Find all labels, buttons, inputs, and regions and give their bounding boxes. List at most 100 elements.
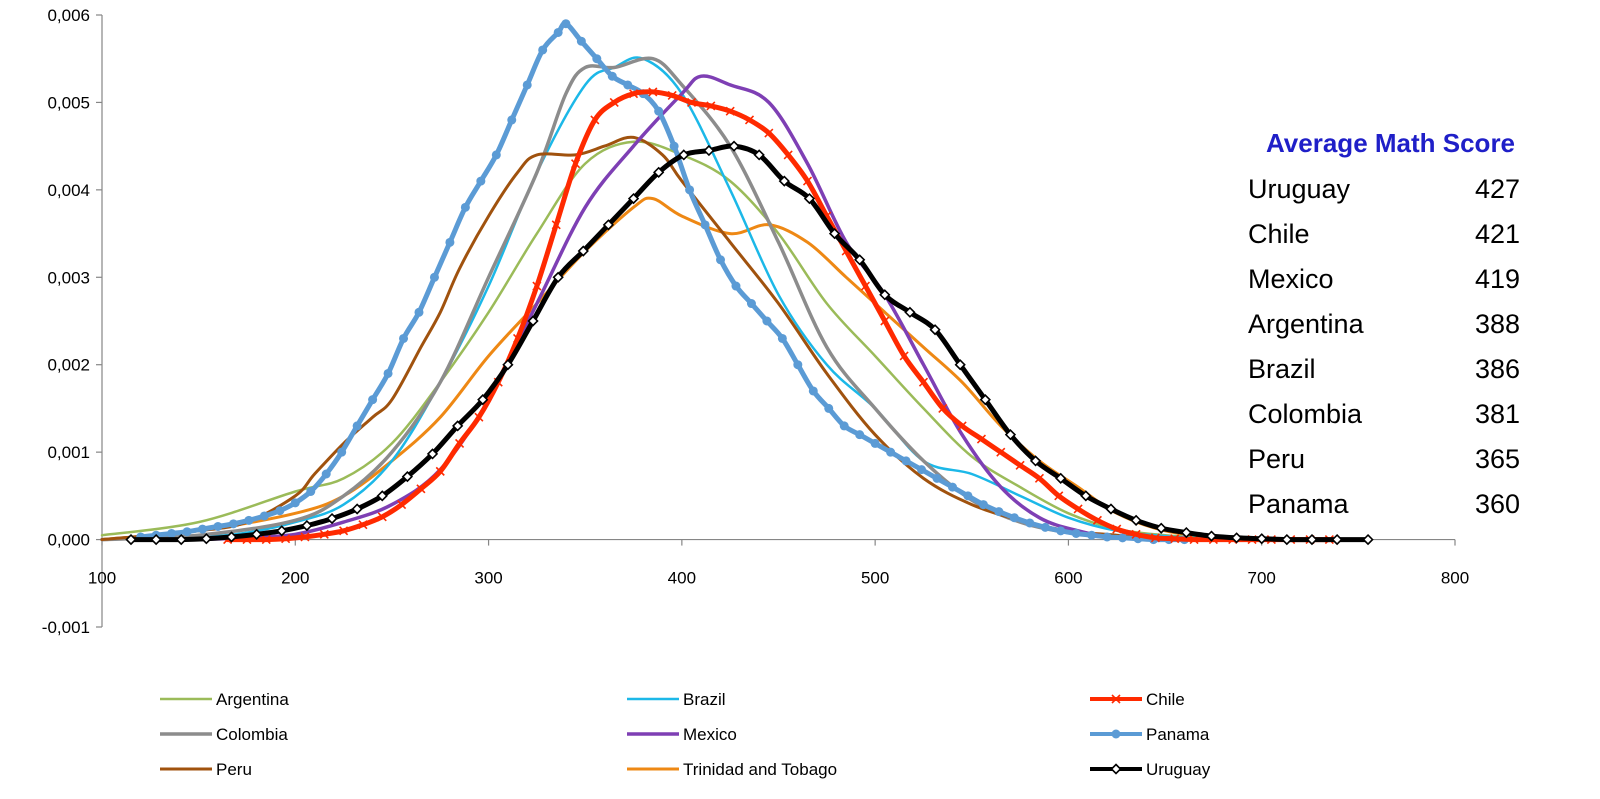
data-point <box>552 271 564 283</box>
data-point <box>397 500 407 510</box>
legend: Argentina Brazil Chile Colombia Mexico Panama… <box>160 690 1211 779</box>
data-point <box>623 80 633 90</box>
legend-item-panama: Panama <box>1090 725 1210 744</box>
score-country: Mexico <box>1248 264 1334 294</box>
data-point <box>522 80 532 90</box>
data-point <box>703 144 715 157</box>
data-point <box>901 456 911 466</box>
data-point <box>445 237 455 247</box>
legend-label: Uruguay <box>1146 760 1211 779</box>
data-point <box>306 486 316 496</box>
score-country: Argentina <box>1248 309 1364 339</box>
x-tick-label: 100 <box>88 569 116 588</box>
score-row: Uruguay 427 <box>1248 174 1520 218</box>
legend-item-argentina: Argentina <box>160 690 289 709</box>
data-point <box>290 498 300 508</box>
data-point <box>1092 515 1102 525</box>
data-point <box>592 54 602 64</box>
legend-label: Brazil <box>683 690 726 709</box>
data-point <box>783 150 793 160</box>
data-point <box>932 473 942 483</box>
data-point <box>414 307 424 317</box>
data-point <box>957 421 967 431</box>
data-point <box>870 438 880 448</box>
data-point <box>1155 522 1167 534</box>
data-point <box>1331 533 1343 546</box>
legend-item-mexico: Mexico <box>627 725 737 744</box>
series-colombia <box>100 56 1167 542</box>
score-row: Brazil 386 <box>1248 354 1520 398</box>
data-point <box>352 421 362 431</box>
data-point <box>399 333 409 343</box>
data-point <box>527 315 539 327</box>
data-point <box>1015 460 1025 470</box>
x-tick-label: 500 <box>861 569 889 588</box>
score-value: 427 <box>1474 174 1520 204</box>
data-point <box>1131 529 1141 539</box>
legend-label: Peru <box>216 760 252 779</box>
data-point <box>1118 533 1128 543</box>
legend-label: Panama <box>1146 725 1210 744</box>
score-row: Peru 365 <box>1248 444 1520 488</box>
data-point <box>429 272 439 282</box>
data-point <box>376 490 388 502</box>
series-lines <box>100 19 1374 546</box>
data-point <box>491 150 501 160</box>
series-line-brazil <box>100 56 1263 541</box>
data-point <box>860 281 871 291</box>
legend-item-uruguay: Uruguay <box>1090 760 1211 779</box>
series-mexico <box>196 74 1167 542</box>
legend-label: Argentina <box>216 690 289 709</box>
data-point <box>319 529 329 539</box>
score-value: 386 <box>1474 354 1520 384</box>
score-country: Panama <box>1248 489 1349 519</box>
data-point <box>383 368 393 378</box>
data-point <box>416 484 426 494</box>
score-row: Chile 421 <box>1248 219 1520 263</box>
data-point <box>716 255 726 265</box>
legend-item-chile: Chile <box>1090 690 1185 709</box>
data-point <box>880 316 890 326</box>
data-point <box>150 533 162 546</box>
data-point <box>904 306 916 318</box>
data-point <box>678 149 690 161</box>
legend-label: Trinidad and Tobago <box>683 760 837 779</box>
data-point <box>725 106 735 116</box>
data-point <box>1056 526 1066 536</box>
data-point <box>225 531 238 543</box>
data-point <box>731 281 741 291</box>
data-point <box>1073 504 1083 514</box>
y-tick-label: 0,000 <box>47 531 90 550</box>
data-point <box>455 438 465 448</box>
data-point <box>996 447 1006 457</box>
score-value: 360 <box>1474 489 1520 519</box>
data-point <box>744 115 755 125</box>
score-value: 388 <box>1474 309 1520 339</box>
score-country: Peru <box>1248 444 1306 474</box>
score-row: Panama 360 <box>1248 489 1520 533</box>
data-point <box>1112 524 1122 534</box>
data-point <box>764 128 774 138</box>
data-point <box>561 19 571 29</box>
x-tick-label: 700 <box>1248 569 1276 588</box>
y-tick-label: -0,001 <box>42 618 90 637</box>
data-point <box>1189 535 1199 545</box>
data-point <box>839 421 849 431</box>
score-panel-title: Average Math Score <box>1266 128 1516 158</box>
data-point <box>879 289 891 301</box>
data-point <box>553 27 563 37</box>
data-point <box>175 533 187 546</box>
data-point <box>301 519 313 532</box>
legend-item-peru: Peru <box>160 760 252 779</box>
data-point <box>954 359 966 371</box>
x-tick-label: 300 <box>474 569 502 588</box>
score-value: 381 <box>1474 399 1520 429</box>
y-axis: -0,001 0,000 0,001 0,002 0,003 0,004 0,005 0,00… <box>42 6 103 637</box>
series-uruguay <box>125 140 1374 546</box>
data-point <box>1071 528 1081 538</box>
y-tick-label: 0,002 <box>47 356 90 375</box>
legend-marker <box>1111 729 1121 739</box>
data-point <box>576 36 586 46</box>
data-point <box>551 220 561 230</box>
